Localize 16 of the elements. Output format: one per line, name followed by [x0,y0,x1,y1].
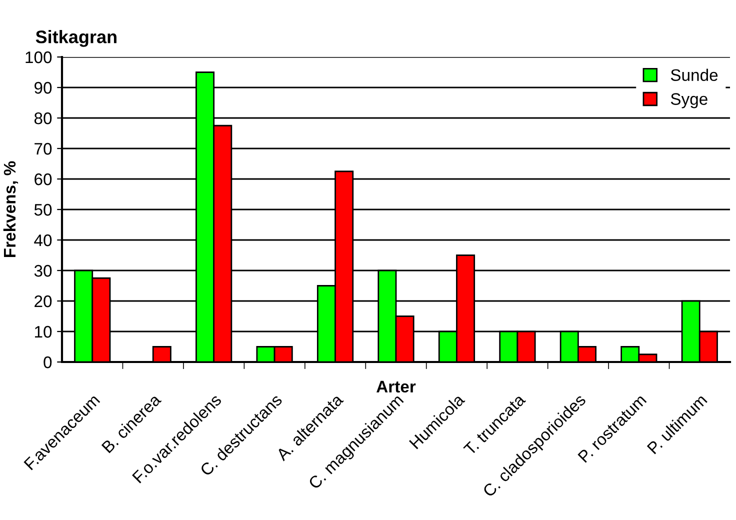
chart-title: Sitkagran [36,30,116,47]
x-axis-title: Arter [376,380,416,393]
y-axis-title: Frekvens, % [3,161,18,258]
y-tick-label: 0 [44,356,52,368]
y-tick-label: 80 [34,112,52,124]
y-tick-label: 70 [34,142,52,155]
y-tick-label: 10 [35,326,52,338]
y-tick-label: 40 [34,234,52,246]
legend-label: Sunde [670,68,718,81]
y-tick-label: 100 [26,51,52,64]
y-tick-label: 20 [34,295,52,308]
y-tick-label: 30 [34,264,52,277]
y-tick-label: 90 [34,82,52,94]
y-tick-label: 60 [34,173,52,186]
y-tick-label: 50 [34,204,52,216]
legend-label: Syge [670,93,708,108]
